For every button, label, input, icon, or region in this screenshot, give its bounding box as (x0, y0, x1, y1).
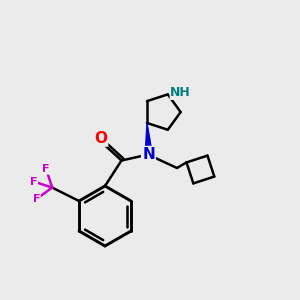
Text: O: O (94, 131, 108, 146)
Text: F: F (42, 164, 50, 174)
Text: N: N (142, 147, 155, 162)
Text: NH: NH (170, 86, 191, 99)
Polygon shape (146, 123, 152, 149)
Text: F: F (33, 194, 40, 204)
Text: F: F (30, 177, 38, 187)
